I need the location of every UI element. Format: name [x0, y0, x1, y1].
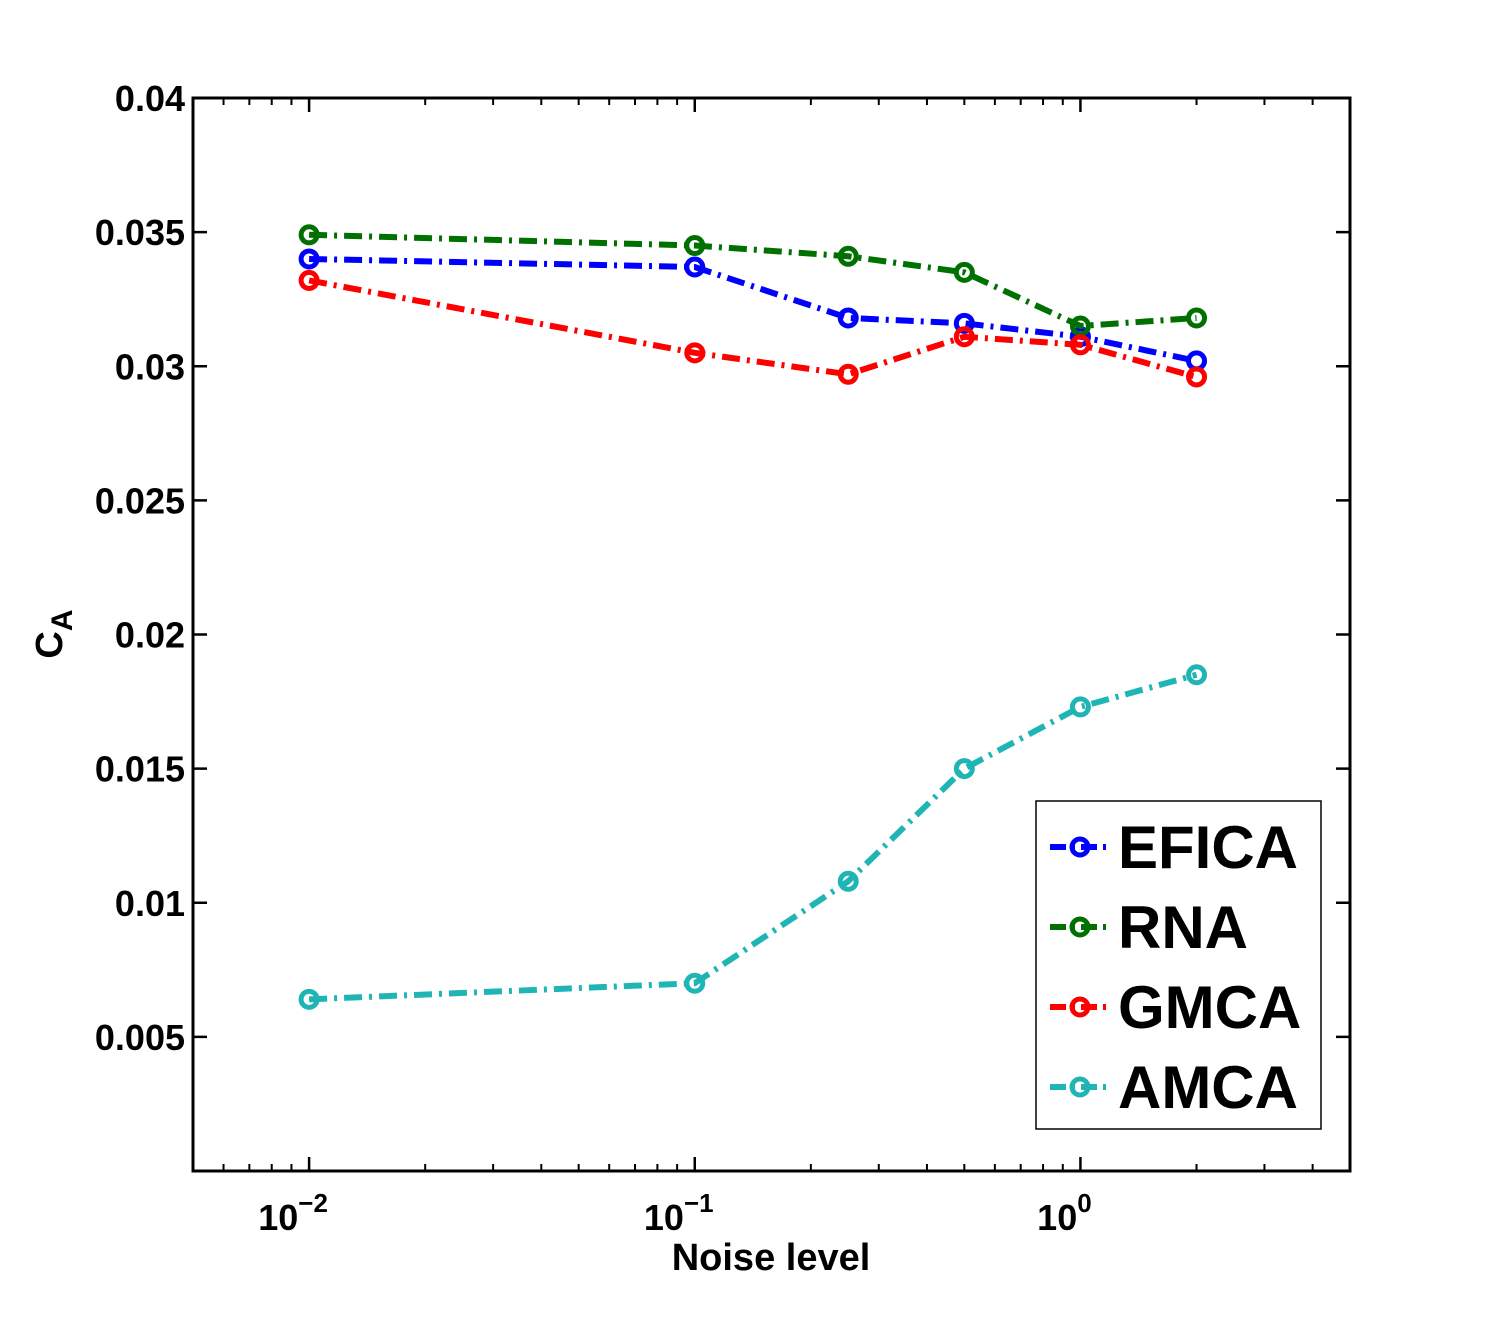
legend-marker-gmca	[1069, 996, 1091, 1018]
data-point-rna	[684, 235, 706, 257]
data-point-rna	[953, 261, 975, 283]
plot-frame	[191, 96, 1352, 1173]
legend-label-efica: EFICA	[1118, 814, 1298, 881]
series-line-amca	[308, 671, 1198, 1003]
y-tick-label: 0.025	[95, 480, 185, 521]
y-tick-label: 0.03	[115, 346, 185, 387]
data-point-amca	[298, 988, 320, 1010]
x-axis-label: Noise level	[672, 1237, 871, 1279]
y-tick-label: 0.04	[115, 78, 185, 119]
data-point-efica	[837, 307, 859, 329]
data-point-amca	[1069, 696, 1091, 718]
data-point-efica	[684, 256, 706, 278]
data-point-gmca	[684, 342, 706, 364]
data-point-rna	[1069, 315, 1091, 337]
y-axis-label-group: CA	[29, 609, 79, 658]
data-point-rna	[837, 245, 859, 267]
legend-label-gmca: GMCA	[1118, 974, 1301, 1041]
x-tick-label: 10−1	[644, 1188, 714, 1238]
y-tick-label: 0.005	[95, 1017, 185, 1058]
legend-label-rna: RNA	[1118, 894, 1248, 961]
y-tick-label: 0.035	[95, 212, 185, 253]
data-point-gmca	[837, 363, 859, 385]
legend-marker-efica	[1069, 836, 1091, 858]
y-tick-label: 0.015	[95, 749, 185, 790]
y-tick-labels: 0.005 0.01 0.015 0.02 0.025 0.03 0.035 0.04	[95, 78, 185, 1058]
data-point-efica	[953, 312, 975, 334]
data-point-amca	[837, 870, 859, 892]
series-line-gmca	[308, 277, 1198, 380]
data-point-rna	[298, 224, 320, 246]
series-lines	[298, 224, 1208, 1010]
series-line-efica	[309, 255, 1198, 364]
data-point-amca	[684, 972, 706, 994]
data-point-rna	[1186, 307, 1208, 329]
data-point-gmca	[953, 326, 975, 348]
data-point-efica	[298, 248, 320, 270]
data-point-amca	[1186, 664, 1208, 686]
y-axis-label: C	[29, 631, 71, 658]
data-point-amca	[953, 758, 975, 780]
legend-label-amca: AMCA	[1118, 1054, 1298, 1121]
legend-marker-rna	[1069, 916, 1091, 938]
y-tick-label: 0.02	[115, 615, 185, 656]
y-axis-label-subscript: A	[46, 609, 79, 631]
data-point-gmca	[298, 269, 320, 291]
x-tick-label: 10−2	[258, 1188, 328, 1238]
legend: EFICA RNA GMCA AMCA	[1035, 800, 1322, 1130]
x-tick-label: 100	[1037, 1188, 1092, 1238]
series-line-rna	[309, 231, 1197, 330]
legend-marker-amca	[1069, 1076, 1091, 1098]
y-tick-label: 0.01	[115, 883, 185, 924]
svg-text:CA: CA	[29, 609, 79, 658]
data-point-gmca	[1186, 366, 1208, 388]
data-point-gmca	[1069, 334, 1091, 356]
x-tick-labels: 10−2 10−1 100	[258, 1188, 1091, 1238]
